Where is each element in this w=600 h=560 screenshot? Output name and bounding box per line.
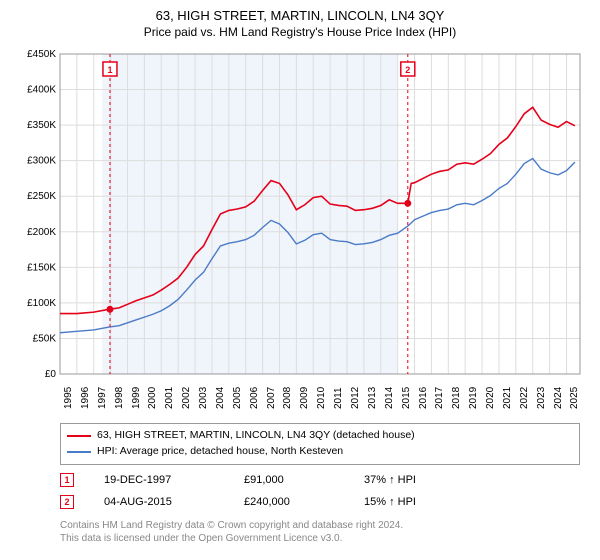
x-tick-label: 2023 [536,387,547,409]
sale-date: 04-AUG-2015 [104,496,214,508]
svg-text:£400K: £400K [27,85,56,96]
x-tick-label: 2022 [519,387,530,409]
svg-text:£450K: £450K [27,49,56,60]
sale-marker-icon: 2 [60,495,74,509]
legend-label-2: HPI: Average price, detached house, Nort… [97,444,343,460]
x-tick-label: 2014 [384,387,395,409]
sales-list: 1 19-DEC-1997 £91,000 37% ↑ HPI 2 04-AUG-2015… [15,473,585,509]
svg-text:2: 2 [405,65,410,75]
x-tick-label: 2015 [401,387,412,409]
x-tick-label: 2024 [553,387,564,409]
x-tick-label: 1999 [131,387,142,409]
chart-title: 63, HIGH STREET, MARTIN, LINCOLN, LN4 3Q… [15,8,585,23]
legend-swatch-2 [67,451,91,453]
x-tick-label: 2017 [434,387,445,409]
svg-text:£50K: £50K [33,333,57,344]
x-tick-label: 2000 [147,387,158,409]
x-tick-label: 2018 [451,387,462,409]
sale-date: 19-DEC-1997 [104,474,214,486]
x-tick-label: 1996 [80,387,91,409]
x-tick-label: 2001 [164,387,175,409]
x-tick-label: 1995 [63,387,74,409]
legend-swatch-1 [67,435,91,437]
x-tick-label: 1997 [97,387,108,409]
legend: 63, HIGH STREET, MARTIN, LINCOLN, LN4 3Q… [60,423,580,465]
x-tick-label: 2006 [249,387,260,409]
x-tick-label: 2025 [569,387,580,409]
plot-area: £0 £50K £100K £150K £200K £250K £300K £350K £400… [15,49,585,379]
x-tick-label: 2011 [333,387,344,409]
plot-svg: £0 £50K £100K £150K £200K £250K £300K £350K £400… [15,49,585,379]
sale-row: 1 19-DEC-1997 £91,000 37% ↑ HPI [60,473,585,487]
x-tick-label: 2013 [367,387,378,409]
legend-row-series-2: HPI: Average price, detached house, Nort… [67,444,573,460]
x-tick-label: 2012 [350,387,361,409]
chart-subtitle: Price paid vs. HM Land Registry's House … [15,25,585,39]
sale-price: £240,000 [244,496,334,508]
svg-text:£300K: £300K [27,156,56,167]
sale-price: £91,000 [244,474,334,486]
legend-row-series-1: 63, HIGH STREET, MARTIN, LINCOLN, LN4 3Q… [67,428,573,444]
svg-text:£0: £0 [45,369,57,379]
sale-marker-icon: 1 [60,473,74,487]
x-tick-label: 2020 [485,387,496,409]
x-tick-label: 2008 [282,387,293,409]
footer-line-2: This data is licensed under the Open Gov… [60,532,580,545]
svg-text:£250K: £250K [27,191,56,202]
x-tick-label: 2009 [299,387,310,409]
x-tick-label: 2003 [198,387,209,409]
legend-label-1: 63, HIGH STREET, MARTIN, LINCOLN, LN4 3Q… [97,428,415,444]
footer: Contains HM Land Registry data © Crown c… [60,519,580,545]
svg-text:£350K: £350K [27,120,56,131]
svg-text:£200K: £200K [27,227,56,238]
footer-line-1: Contains HM Land Registry data © Crown c… [60,519,580,532]
x-tick-label: 2007 [266,387,277,409]
svg-text:£150K: £150K [27,262,56,273]
sale-hpi-delta: 37% ↑ HPI [364,474,416,486]
x-tick-label: 2005 [232,387,243,409]
x-tick-label: 2021 [502,387,513,409]
svg-text:1: 1 [107,65,112,75]
x-tick-label: 2004 [215,387,226,409]
chart-container: 63, HIGH STREET, MARTIN, LINCOLN, LN4 3Q… [0,0,600,545]
x-axis-labels: 1995 1996 1997 1998 1999 2000 2001 2002 2003 2004… [60,379,580,419]
x-tick-label: 2002 [181,387,192,409]
x-tick-label: 2016 [418,387,429,409]
sale-hpi-delta: 15% ↑ HPI [364,496,416,508]
x-tick-label: 2010 [316,387,327,409]
svg-text:£100K: £100K [27,298,56,309]
sale-row: 2 04-AUG-2015 £240,000 15% ↑ HPI [60,495,585,509]
x-tick-label: 1998 [114,387,125,409]
x-tick-label: 2019 [468,387,479,409]
